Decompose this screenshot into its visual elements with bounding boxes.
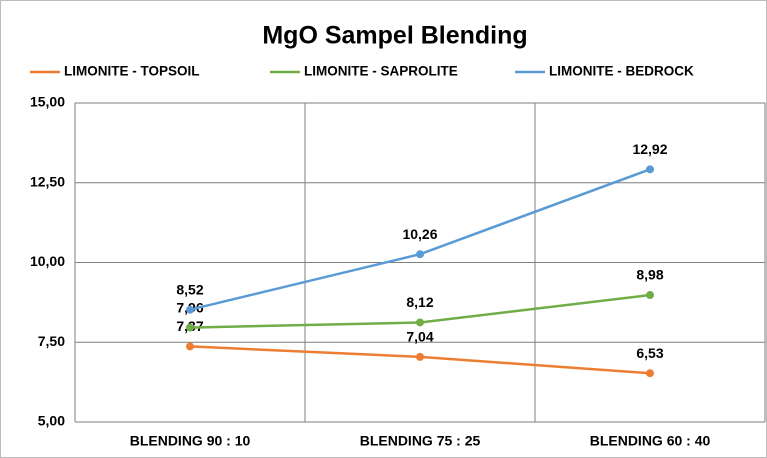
data-label: 8,52 <box>176 281 203 297</box>
data-point <box>646 291 654 300</box>
legend-label: LIMONITE - TOPSOIL <box>64 64 200 79</box>
y-tick-label: 15,00 <box>30 94 65 110</box>
x-tick-label: BLENDING 75 : 25 <box>360 433 481 449</box>
x-tick-label: BLENDING 90 : 10 <box>130 433 251 449</box>
data-point <box>186 342 194 351</box>
data-label: 8,12 <box>406 294 433 310</box>
y-tick-label: 7,50 <box>38 333 65 349</box>
legend-label: LIMONITE - BEDROCK <box>549 64 694 79</box>
data-label: 8,98 <box>636 267 663 283</box>
y-tick-label: 5,00 <box>38 413 65 429</box>
y-tick-label: 12,50 <box>30 173 65 189</box>
data-point <box>186 305 194 314</box>
data-label: 10,26 <box>402 226 437 242</box>
data-point <box>416 250 424 259</box>
legend-label: LIMONITE - SAPROLITE <box>304 64 458 79</box>
y-tick-label: 10,00 <box>30 253 65 269</box>
x-tick-label: BLENDING 60 : 40 <box>590 433 711 449</box>
data-point <box>416 318 424 327</box>
data-label: 6,53 <box>636 345 663 361</box>
data-point <box>646 369 654 378</box>
data-point <box>186 323 194 332</box>
data-label: 7,04 <box>406 329 433 345</box>
chart-title: MgO Sampel Blending <box>262 22 527 50</box>
data-point <box>416 352 424 361</box>
data-point <box>646 165 654 174</box>
data-label: 12,92 <box>632 141 667 157</box>
